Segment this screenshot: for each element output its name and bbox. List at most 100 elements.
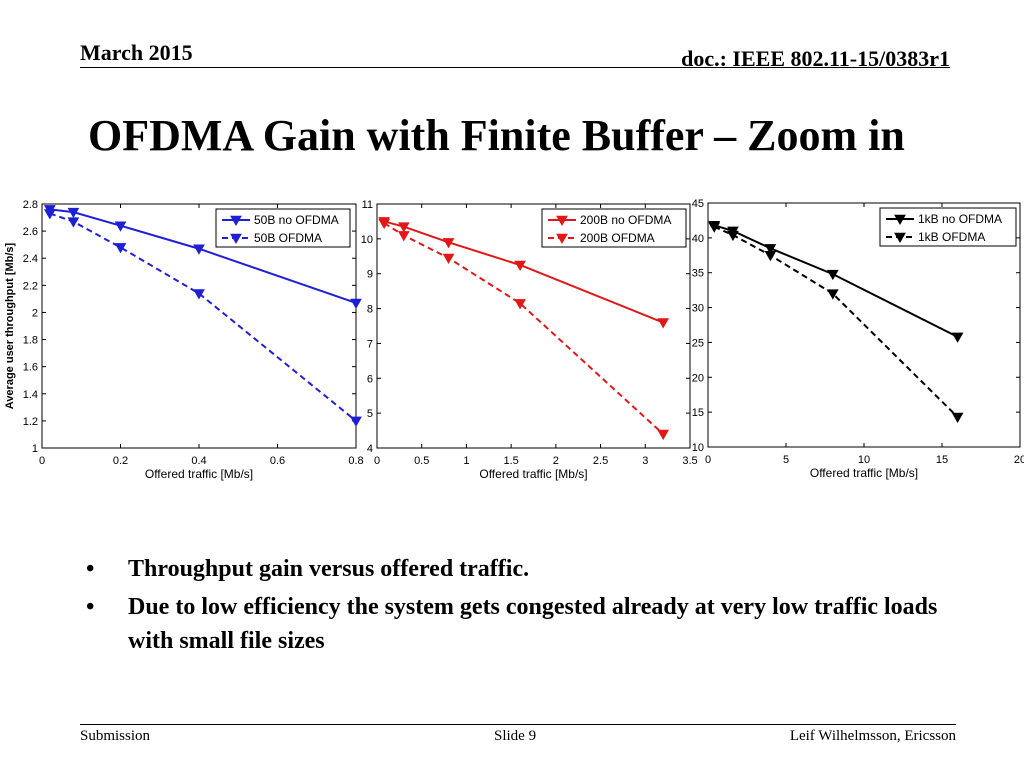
legend-label: 200B no OFDMA [580,213,671,227]
y-tick-label: 6 [367,373,373,385]
legend: 1kB no OFDMA 1kB OFDMA [879,207,1017,247]
bullet-dot: • [86,556,95,582]
footer-slide-number: Slide 9 [494,728,537,744]
data-point [397,222,410,233]
legend-box [879,207,1017,247]
y-tick-label: 11 [362,199,373,211]
legend-box [541,208,687,248]
x-tick-label: 15 [936,454,948,466]
bullet-list: • Throughput gain versus offered traffic… [86,552,966,662]
y-tick-label: 1.8 [23,335,38,347]
legend-label: 50B OFDMA [254,231,322,245]
x-tick-label: 0.5 [414,455,429,467]
data-point [727,230,739,242]
data-point [350,298,362,309]
data-point [193,244,205,255]
x-axis-label: Offered traffic [Mb/s] [145,467,253,481]
data-point [514,260,526,272]
footer-submission: Submission [80,728,151,744]
slide-title: OFDMA Gain with Finite Buffer – Zoom in [88,111,905,160]
x-tick-label: 0 [374,455,380,467]
legend-marker [894,214,906,226]
data-point [397,231,410,242]
y-tick-label: 10 [361,234,373,246]
x-tick-label: 0 [39,455,45,467]
y-tick-label: 30 [692,303,704,315]
bullet-item: • Throughput gain versus offered traffic… [86,552,966,586]
x-tick-label: 2 [553,455,559,467]
bullet-dot: • [86,594,95,620]
data-point [708,222,721,233]
legend-marker [230,233,242,245]
legend: 50B no OFDMA 50B OFDMA [215,208,351,248]
y-tick-label: 8 [367,304,373,316]
chart-2: 0 0.5 1 1.5 2 2.5 3 3.5 4 5 6 7 8 9 10 11 Offered traffi… [361,199,698,481]
data-point [826,289,839,300]
y-tick-label: 1.6 [23,362,38,374]
y-tick-label: 10 [692,442,704,454]
y-tick-label: 15 [692,407,704,419]
y-tick-label: 5 [367,408,373,420]
x-tick-label: 1.5 [503,455,518,467]
series-line [383,222,664,435]
x-tick-label: 10 [858,454,870,466]
x-tick-label: 0.2 [113,455,128,467]
y-tick-label: 9 [367,269,373,281]
x-tick-label: 1 [463,455,469,467]
x-tick-label: 5 [783,454,789,466]
legend-label: 200B OFDMA [580,231,655,245]
data-point [826,269,839,281]
y-tick-label: 1.2 [23,416,38,428]
y-tick-label: 1.4 [23,389,38,401]
series-line [713,225,959,418]
footer-divider [80,724,956,725]
x-tick-label: 0 [705,454,711,466]
y-tick-label: 2.2 [23,280,38,292]
charts-svg: 0 0.2 0.4 0.6 0.8 1 1.2 1.4 1.6 1.8 2 2.2 2.4 2.6 2.8 O… [4,198,1024,481]
chart-3: 0 5 10 15 20 10 15 20 25 30 35 40 45 Offered traffic … [692,198,1024,480]
footer-author: Leif Wilhelmsson, Ericsson [789,728,956,744]
y-tick-label: 2.8 [23,199,38,211]
legend-marker [230,215,242,227]
y-tick-label: 40 [692,233,704,245]
x-tick-label: 3.5 [682,455,697,467]
y-tick-label: 45 [692,198,704,210]
data-point [67,207,80,219]
y-tick-label: 2.4 [23,253,38,265]
y-tick-label: 2.6 [23,226,38,238]
header-date: March 2015 [80,40,193,65]
y-tick-label: 7 [367,338,373,350]
legend-marker [556,215,568,227]
x-axis-label: Offered traffic [Mb/s] [810,466,918,480]
x-tick-label: 3 [642,455,648,467]
chart-1: 0 0.2 0.4 0.6 0.8 1 1.2 1.4 1.6 1.8 2 2.2 2.4 2.6 2.8 O… [4,199,364,481]
y-tick-label: 25 [692,337,704,349]
header-doc-id: doc.: IEEE 802.11-15/0383r1 [681,46,950,71]
legend-marker [556,233,568,245]
data-point [114,221,127,232]
x-tick-label: 0.8 [348,455,363,467]
plot-frame [376,203,691,449]
data-point [514,299,526,310]
data-point [67,217,80,228]
data-point [43,209,56,220]
y-tick-label: 35 [692,268,704,280]
bullet-text: Due to low efficiency the system gets co… [128,594,938,654]
y-tick-label: 4 [367,443,373,455]
x-tick-label: 0.6 [270,455,285,467]
data-point [114,243,127,254]
y-tick-label: 20 [692,372,704,384]
y-tick-label: 2 [32,307,38,319]
legend-label: 1kB OFDMA [918,230,985,244]
charts-row: 0 0.2 0.4 0.6 0.8 1 1.2 1.4 1.6 1.8 2 2.2 2.4 2.6 2.8 O… [0,190,1024,495]
data-point [378,218,391,230]
x-tick-label: 20 [1014,454,1024,466]
y-tick-label: 1 [32,443,38,455]
data-point [193,289,205,300]
data-point [350,416,362,427]
legend-label: 1kB no OFDMA [918,212,1002,226]
data-point [442,253,455,265]
header-divider [80,67,950,68]
data-point [951,412,964,424]
legend-label: 50B no OFDMA [254,213,339,227]
